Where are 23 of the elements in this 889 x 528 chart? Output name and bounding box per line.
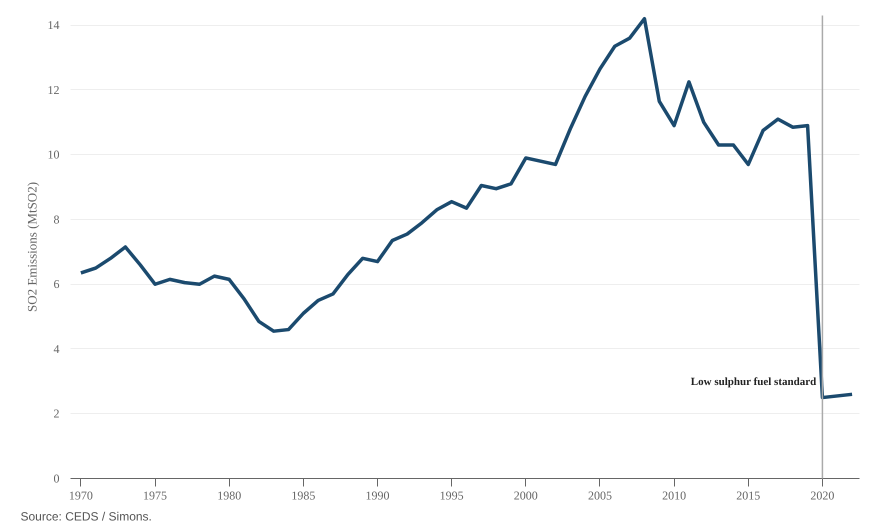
x-tick-label: 2010: [662, 488, 686, 502]
y-tick-label: 12: [48, 82, 60, 97]
x-tick-label: 2000: [514, 488, 538, 502]
x-tick-label: 1970: [68, 488, 93, 502]
y-tick-label: 8: [54, 212, 60, 226]
x-tick-label: 2015: [736, 488, 760, 502]
y-tick-label: 2: [54, 406, 60, 421]
source-note: Source: CEDS / Simons.: [20, 510, 152, 524]
x-tick-label: 2020: [810, 488, 834, 502]
x-tick-label: 1975: [143, 488, 168, 502]
y-axis-title: SO2 Emissions (MtSO2): [24, 182, 40, 312]
x-tick-label: 1995: [440, 488, 464, 502]
x-tick-label: 1985: [291, 488, 316, 502]
line-series: [79, 16, 854, 400]
y-tick-label: 0: [54, 472, 60, 486]
y-tick-label: 6: [54, 277, 60, 292]
y-tick-label: 10: [48, 148, 60, 162]
y-tick-label: 14: [48, 18, 60, 32]
x-tick-label: 2005: [588, 488, 612, 502]
x-tick-label: 1980: [217, 488, 242, 502]
x-tick-label: 1990: [366, 488, 390, 502]
ref-line-label: Low sulphur fuel standard: [690, 376, 816, 388]
y-tick-label: 4: [54, 342, 60, 356]
